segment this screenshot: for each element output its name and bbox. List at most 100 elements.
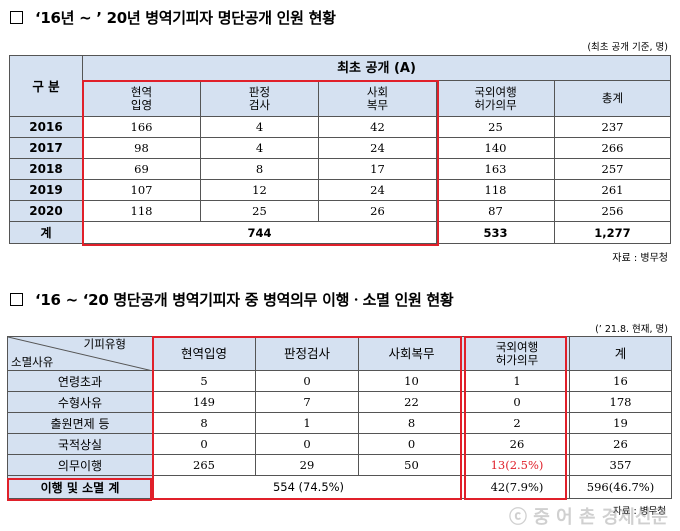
- table-row: 2018 69 8 17 163 257: [9, 158, 671, 180]
- cell: 24: [318, 179, 437, 201]
- section2-table: 기피유형 소멸사유 현역입영 판정검사 사회복무 국외여행 허가의무 계 연령초…: [7, 336, 672, 499]
- cell: 0: [358, 433, 465, 455]
- cell: 69: [82, 158, 201, 180]
- cell: 257: [554, 158, 671, 180]
- row-label: 국적상실: [7, 433, 153, 455]
- table-row: 2019 107 12 24 118 261: [9, 179, 671, 201]
- checkbox-square-icon: [10, 11, 23, 24]
- cell: 8: [358, 412, 465, 434]
- row-label: 출원면제 등: [7, 412, 153, 434]
- cell: 22: [358, 391, 465, 413]
- cell: 42: [318, 116, 437, 138]
- table-row: 출원면제 등 8 1 8 2 19: [7, 412, 672, 434]
- row-label: 연령초과: [7, 370, 153, 392]
- section1-table: 구 분 최초 공개 (A) 현역 입영 판정 검사 사회 복무 국외여행 허가의…: [9, 55, 671, 244]
- col-header-sum: 계: [569, 336, 672, 371]
- cell: 87: [436, 200, 555, 222]
- section1-source: 자료 : 병무청: [612, 253, 668, 264]
- cell-highlight-red: 13(2.5%): [464, 454, 570, 476]
- cell: 149: [152, 391, 256, 413]
- cell: 4: [200, 116, 319, 138]
- cell: 25: [200, 200, 319, 222]
- total-overseas: 42(7.9%): [464, 475, 570, 499]
- cell: 118: [82, 200, 201, 222]
- row-label: 의무이행: [7, 454, 153, 476]
- col-header-active: 현역입영: [152, 336, 256, 371]
- table-row: 2016 166 4 42 25 237: [9, 116, 671, 138]
- cell: 26: [318, 200, 437, 222]
- cell: 10: [358, 370, 465, 392]
- row-label: 2019: [9, 179, 83, 201]
- diag-bottom-label: 소멸사유: [11, 355, 54, 369]
- col-header-exam: 판정 검사: [200, 80, 319, 117]
- total-overseas: 533: [436, 221, 555, 244]
- total-merged: 554 (74.5%): [152, 475, 465, 499]
- cell: 237: [554, 116, 671, 138]
- cell: 26: [464, 433, 570, 455]
- cell: 2: [464, 412, 570, 434]
- cell: 24: [318, 137, 437, 159]
- cell: 178: [569, 391, 672, 413]
- table-row: 2020 118 25 26 87 256: [9, 200, 671, 222]
- cell: 8: [152, 412, 256, 434]
- cell: 163: [436, 158, 555, 180]
- cell: 140: [436, 137, 555, 159]
- checkbox-square-icon: [10, 293, 23, 306]
- cell: 19: [569, 412, 672, 434]
- col-header-active: 현역 입영: [82, 80, 201, 117]
- cell: 50: [358, 454, 465, 476]
- cell: 261: [554, 179, 671, 201]
- cell: 5: [152, 370, 256, 392]
- cell: 0: [152, 433, 256, 455]
- total-label: 계: [9, 221, 83, 244]
- section2-note: (’ 21.8. 현재, 명): [595, 324, 668, 335]
- cell: 7: [255, 391, 359, 413]
- row-label: 2020: [9, 200, 83, 222]
- cell: 8: [200, 158, 319, 180]
- cell: 357: [569, 454, 672, 476]
- group-header: 구 분: [9, 55, 83, 117]
- cell: 107: [82, 179, 201, 201]
- table-row: 의무이행 265 29 50 13(2.5%) 357: [7, 454, 672, 476]
- top-header: 최초 공개 (A): [82, 55, 671, 81]
- table-row: 2017 98 4 24 140 266: [9, 137, 671, 159]
- table-row: 수형사유 149 7 22 0 178: [7, 391, 672, 413]
- cell: 118: [436, 179, 555, 201]
- cell: 266: [554, 137, 671, 159]
- cell: 26: [569, 433, 672, 455]
- section1-note: (최초 공개 기준, 명): [587, 42, 668, 53]
- total-sum: 1,277: [554, 221, 671, 244]
- row-label: 2016: [9, 116, 83, 138]
- col-header-overseas: 국외여행 허가의무: [464, 336, 570, 371]
- section1-title: ‘16년 ~ ’ 20년 병역기피자 명단공개 인원 현황: [10, 7, 336, 28]
- col-header-social: 사회 복무: [318, 80, 437, 117]
- cell: 16: [569, 370, 672, 392]
- cell: 4: [200, 137, 319, 159]
- total-row: 이행 및 소멸 계 554 (74.5%) 42(7.9%) 596(46.7%…: [7, 475, 672, 499]
- cell: 25: [436, 116, 555, 138]
- table-row: 국적상실 0 0 0 26 26: [7, 433, 672, 455]
- section2-source: 자료 : 병무청: [613, 506, 666, 517]
- section2-title: ‘16 ~ ‘20 명단공개 병역기피자 중 병역의무 이행ㆍ소멸 인원 현황: [10, 289, 454, 310]
- total-sum: 596(46.7%): [569, 475, 672, 499]
- cell: 166: [82, 116, 201, 138]
- cell: 12: [200, 179, 319, 201]
- total-merged: 744: [82, 221, 437, 244]
- cell: 1: [464, 370, 570, 392]
- row-label: 수형사유: [7, 391, 153, 413]
- cell: 1: [255, 412, 359, 434]
- cell: 0: [255, 370, 359, 392]
- cell: 17: [318, 158, 437, 180]
- diagonal-line: [8, 337, 149, 370]
- cell: 256: [554, 200, 671, 222]
- total-row: 계 744 533 1,277: [9, 221, 671, 244]
- col-header-exam: 판정검사: [255, 336, 359, 371]
- cell: 98: [82, 137, 201, 159]
- total-label: 이행 및 소멸 계: [7, 475, 153, 499]
- cell: 29: [255, 454, 359, 476]
- table-row: 연령초과 5 0 10 1 16: [7, 370, 672, 392]
- cell: 0: [464, 391, 570, 413]
- watermark: ⓒ 중 어 촌 경제신문: [509, 507, 668, 528]
- col-header-total: 총계: [554, 80, 671, 117]
- row-label: 2018: [9, 158, 83, 180]
